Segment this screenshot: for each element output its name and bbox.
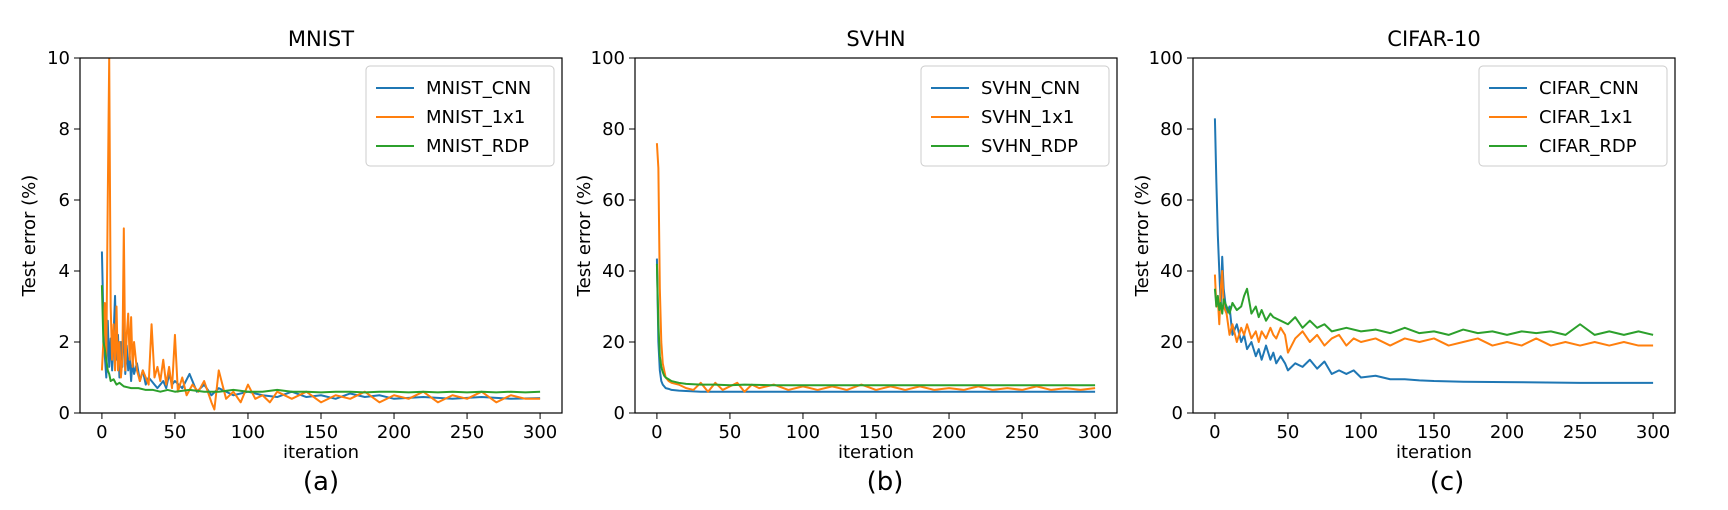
legend-label: CIFAR_CNN xyxy=(1539,78,1639,99)
y-tick-label: 0 xyxy=(1172,403,1183,424)
x-tick-label: 50 xyxy=(163,422,186,443)
chart-title: SVHN xyxy=(846,27,905,51)
x-tick-label: 0 xyxy=(96,422,107,443)
legend: MNIST_CNN MNIST_1x1 MNIST_RDP xyxy=(365,65,555,167)
x-axis-label: iteration xyxy=(1396,442,1472,463)
x-tick-label: 200 xyxy=(932,422,966,443)
chart-title: MNIST xyxy=(288,27,354,51)
series-line-cifar-1x1 xyxy=(1213,270,1654,354)
y-tick-label: 100 xyxy=(1149,48,1183,69)
series-line-mnist-1x1 xyxy=(100,58,541,411)
x-tick-label: 200 xyxy=(377,422,411,443)
chart-2: SVHN 0 50 100 150 200 250 300 0 20 40 60 80 100 iterat… xyxy=(574,27,1118,497)
y-tick-label: 2 xyxy=(59,332,70,353)
chart-3: CIFAR-10 0 50 100 150 200 250 300 0 20 40 60 80 100 it… xyxy=(1132,27,1676,497)
x-tick-label: 300 xyxy=(523,422,557,443)
y-tick-label: 8 xyxy=(59,119,70,140)
y-tick-label: 4 xyxy=(59,261,70,282)
figure-caption: (c) xyxy=(1430,467,1465,497)
plot-area xyxy=(1213,118,1654,384)
x-axis-label: iteration xyxy=(838,442,914,463)
series-line-svhn-cnn xyxy=(655,258,1096,393)
legend: SVHN_CNN SVHN_1x1 SVHN_RDP xyxy=(920,65,1110,167)
x-tick-label: 150 xyxy=(304,422,338,443)
legend-box xyxy=(365,65,555,167)
legend-label: SVHN_RDP xyxy=(981,136,1078,157)
y-tick-label: 0 xyxy=(614,403,625,424)
axes-frame xyxy=(1192,57,1676,414)
figure-caption: (b) xyxy=(867,467,904,497)
axes-frame xyxy=(79,57,563,414)
legend-label: SVHN_CNN xyxy=(981,78,1080,99)
y-tick-label: 20 xyxy=(1160,332,1183,353)
y-axis-label: Test error (%) xyxy=(574,175,595,298)
legend-label: CIFAR_1x1 xyxy=(1539,107,1633,128)
y-tick-label: 10 xyxy=(47,48,70,69)
y-tick-label: 40 xyxy=(602,261,625,282)
figure-caption: (a) xyxy=(303,467,339,497)
legend-label: CIFAR_RDP xyxy=(1539,136,1637,157)
y-axis-label: Test error (%) xyxy=(19,175,40,298)
series-line-cifar-rdp xyxy=(1213,287,1654,336)
legend-label: SVHN_1x1 xyxy=(981,107,1074,128)
legend: CIFAR_CNN CIFAR_1x1 CIFAR_RDP xyxy=(1478,65,1668,167)
y-tick-label: 6 xyxy=(59,190,70,211)
y-axis-label: Test error (%) xyxy=(1132,175,1153,298)
x-tick-label: 250 xyxy=(1563,422,1597,443)
chart-1: MNIST 0 50 100 150 200 250 300 0 2 4 6 8 10 iteration T… xyxy=(19,27,563,497)
x-tick-label: 0 xyxy=(1209,422,1220,443)
x-tick-label: 100 xyxy=(1344,422,1378,443)
x-tick-label: 150 xyxy=(1417,422,1451,443)
x-tick-label: 100 xyxy=(231,422,265,443)
axes-frame xyxy=(634,57,1118,414)
y-tick-label: 60 xyxy=(602,190,625,211)
x-tick-label: 200 xyxy=(1490,422,1524,443)
plot-area xyxy=(100,58,541,411)
x-tick-label: 50 xyxy=(718,422,741,443)
y-tick-label: 100 xyxy=(591,48,625,69)
x-tick-label: 100 xyxy=(786,422,820,443)
x-tick-label: 250 xyxy=(450,422,484,443)
y-tick-label: 40 xyxy=(1160,261,1183,282)
legend-label: MNIST_CNN xyxy=(426,78,531,99)
x-tick-label: 50 xyxy=(1276,422,1299,443)
plot-area xyxy=(655,143,1096,393)
legend-label: MNIST_RDP xyxy=(426,136,529,157)
series-line-mnist-rdp xyxy=(100,285,541,394)
y-tick-label: 80 xyxy=(602,119,625,140)
x-tick-label: 150 xyxy=(859,422,893,443)
legend-label: MNIST_1x1 xyxy=(426,107,525,128)
y-tick-label: 0 xyxy=(59,403,70,424)
series-line-svhn-1x1 xyxy=(655,143,1096,393)
y-tick-label: 60 xyxy=(1160,190,1183,211)
chart-title: CIFAR-10 xyxy=(1387,27,1480,51)
x-tick-label: 250 xyxy=(1005,422,1039,443)
y-tick-label: 80 xyxy=(1160,119,1183,140)
series-line-svhn-rdp xyxy=(655,263,1096,387)
x-tick-label: 300 xyxy=(1078,422,1112,443)
x-axis-label: iteration xyxy=(283,442,359,463)
y-tick-label: 20 xyxy=(602,332,625,353)
legend-box xyxy=(920,65,1110,167)
legend-box xyxy=(1478,65,1668,167)
x-tick-label: 0 xyxy=(651,422,662,443)
x-tick-label: 300 xyxy=(1636,422,1670,443)
